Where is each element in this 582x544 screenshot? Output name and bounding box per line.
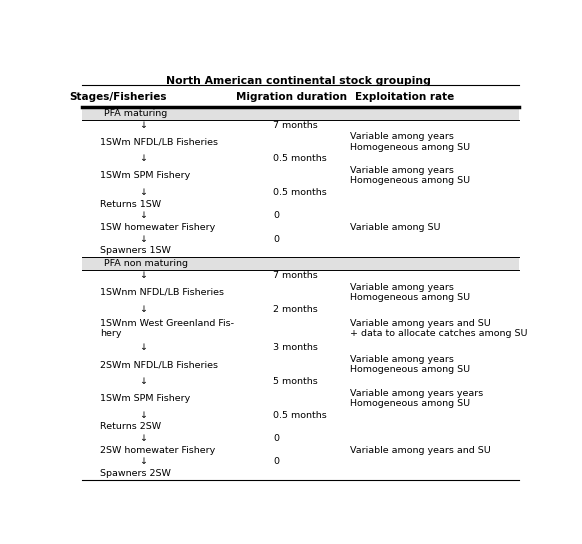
- Text: ↓: ↓: [139, 411, 147, 420]
- Text: ↓: ↓: [139, 154, 147, 163]
- Text: Spawners 2SW: Spawners 2SW: [100, 469, 171, 478]
- Text: 7 months: 7 months: [274, 121, 318, 130]
- Text: 1SWm SPM Fishery: 1SWm SPM Fishery: [100, 394, 190, 403]
- Text: 1SWnm NFDL/LB Fisheries: 1SWnm NFDL/LB Fisheries: [100, 288, 224, 297]
- Text: PFA maturing: PFA maturing: [104, 109, 168, 118]
- Text: PFA non maturing: PFA non maturing: [104, 259, 189, 268]
- Bar: [81, 257, 519, 270]
- Text: 0.5 months: 0.5 months: [274, 188, 327, 197]
- Text: ↓: ↓: [139, 121, 147, 130]
- Text: 1SWm SPM Fishery: 1SWm SPM Fishery: [100, 171, 190, 180]
- Text: 5 months: 5 months: [274, 377, 318, 386]
- Text: Exploitation rate: Exploitation rate: [354, 92, 454, 102]
- Text: ↓: ↓: [139, 343, 147, 353]
- Text: Returns 1SW: Returns 1SW: [100, 200, 161, 209]
- Text: 2SW homewater Fishery: 2SW homewater Fishery: [100, 446, 215, 455]
- Text: Variable among years and SU: Variable among years and SU: [350, 446, 491, 455]
- Text: Variable among years
Homogeneous among SU: Variable among years Homogeneous among S…: [350, 355, 470, 374]
- Text: 7 months: 7 months: [274, 271, 318, 280]
- Text: 3 months: 3 months: [274, 343, 318, 353]
- Text: 2 months: 2 months: [274, 305, 318, 313]
- Text: Stages/Fisheries: Stages/Fisheries: [69, 92, 166, 102]
- Text: Migration duration: Migration duration: [236, 92, 347, 102]
- Text: 0.5 months: 0.5 months: [274, 411, 327, 420]
- Text: 0: 0: [274, 434, 279, 443]
- Text: ↓: ↓: [139, 271, 147, 280]
- Text: 1SW homewater Fishery: 1SW homewater Fishery: [100, 223, 215, 232]
- Text: Variable among years
Homogeneous among SU: Variable among years Homogeneous among S…: [350, 282, 470, 302]
- Text: North American continental stock grouping: North American continental stock groupin…: [166, 76, 431, 86]
- Text: 0: 0: [274, 234, 279, 244]
- Text: 0: 0: [274, 458, 279, 466]
- Text: 1SWnm West Greenland Fis-
hery: 1SWnm West Greenland Fis- hery: [100, 319, 234, 338]
- Text: Variable among years
Homogeneous among SU: Variable among years Homogeneous among S…: [350, 132, 470, 152]
- Text: Returns 2SW: Returns 2SW: [100, 422, 161, 431]
- Bar: [81, 107, 519, 120]
- Text: 2SWm NFDL/LB Fisheries: 2SWm NFDL/LB Fisheries: [100, 360, 218, 369]
- Text: ↓: ↓: [139, 434, 147, 443]
- Text: Variable among years
Homogeneous among SU: Variable among years Homogeneous among S…: [350, 166, 470, 186]
- Text: 1SWm NFDL/LB Fisheries: 1SWm NFDL/LB Fisheries: [100, 138, 218, 147]
- Text: ↓: ↓: [139, 305, 147, 313]
- Text: ↓: ↓: [139, 188, 147, 197]
- Text: 0.5 months: 0.5 months: [274, 154, 327, 163]
- Text: ↓: ↓: [139, 458, 147, 466]
- Text: Variable among SU: Variable among SU: [350, 223, 441, 232]
- Text: ↓: ↓: [139, 212, 147, 220]
- Text: Variable among years years
Homogeneous among SU: Variable among years years Homogeneous a…: [350, 389, 484, 408]
- Text: ↓: ↓: [139, 377, 147, 386]
- Text: ↓: ↓: [139, 234, 147, 244]
- Text: Variable among years and SU
+ data to allocate catches among SU: Variable among years and SU + data to al…: [350, 319, 528, 338]
- Text: Spawners 1SW: Spawners 1SW: [100, 246, 171, 255]
- Text: 0: 0: [274, 212, 279, 220]
